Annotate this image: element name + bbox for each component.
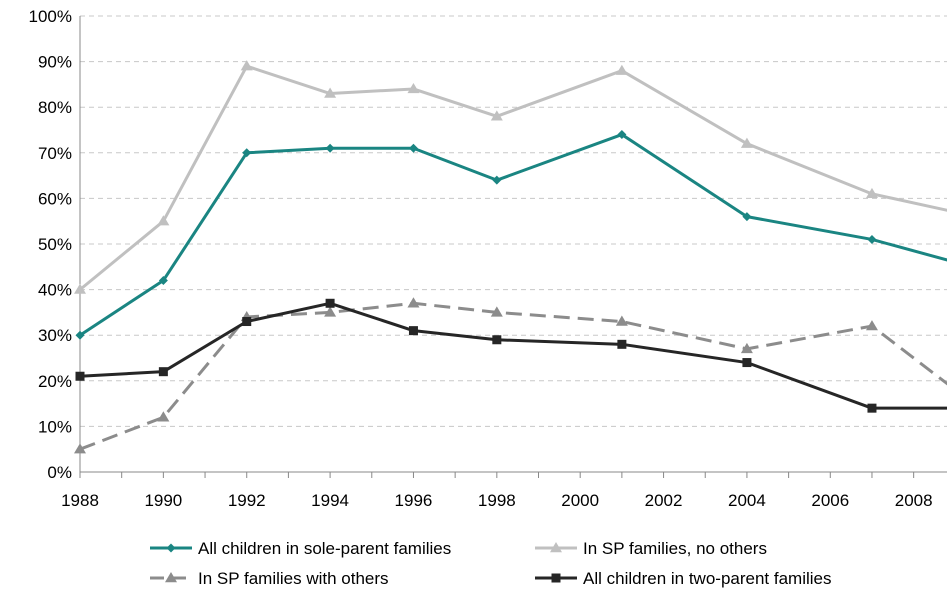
y-tick-label: 100% [29,7,72,26]
series-line [80,135,947,336]
gridlines [80,16,947,426]
x-tick-label: 2004 [728,491,766,510]
series-2 [74,60,947,294]
data-point-marker [867,404,876,413]
data-point-marker [492,176,501,185]
data-point-marker [616,316,628,326]
y-tick-label: 70% [38,144,72,163]
data-point-marker [867,235,876,244]
series-line [80,303,947,449]
series-line [80,303,947,408]
legend-label: All children in two-parent families [583,569,832,588]
x-tick-label: 1996 [395,491,433,510]
legend-entry: All children in two-parent families [535,569,832,588]
x-tick-label: 2008 [895,491,933,510]
data-point-marker [409,144,418,153]
data-point-marker [616,65,628,75]
data-point-marker [617,340,626,349]
data-point-marker [76,372,85,381]
legend: All children in sole-parent families In S… [150,539,832,588]
legend-marker [167,544,176,553]
y-tick-label: 0% [47,463,72,482]
data-point-marker [492,335,501,344]
x-tick-label: 1990 [144,491,182,510]
x-tick-label: 1994 [311,491,349,510]
y-tick-label: 80% [38,98,72,117]
y-tick-label: 30% [38,326,72,345]
legend-label: In SP families, no others [583,539,767,558]
series-1 [76,130,947,340]
y-tick-label: 50% [38,235,72,254]
legend-label: In SP families with others [198,569,389,588]
data-point-marker [326,299,335,308]
series-4 [76,299,947,413]
axes: 0% 10% 20% 30% 40% 50% 60% 70% 80% 90% 100% 1988 199… [29,7,947,510]
data-point-marker [157,215,169,225]
data-point-marker [409,326,418,335]
y-tick-label: 40% [38,281,72,300]
x-tick-label: 2002 [645,491,683,510]
x-tick-label: 2000 [561,491,599,510]
y-tick-label: 60% [38,189,72,208]
data-point-marker [742,358,751,367]
y-tick-label: 20% [38,372,72,391]
series-line [80,66,947,289]
data-point-marker [326,144,335,153]
legend-entry: In SP families with others [150,569,389,588]
series-3 [74,297,947,453]
plot-area [74,60,947,453]
x-tick-label: 2006 [811,491,849,510]
legend-label: All children in sole-parent families [198,539,451,558]
legend-marker [552,574,561,583]
x-tick-label: 1998 [478,491,516,510]
x-tick-label: 1992 [228,491,266,510]
data-point-marker [157,411,169,421]
y-tick-label: 90% [38,53,72,72]
legend-entry: In SP families, no others [535,539,767,558]
x-tick-label: 1988 [61,491,99,510]
y-tick-label: 10% [38,417,72,436]
data-point-marker [866,320,878,330]
data-point-marker [159,367,168,376]
data-point-marker [242,317,251,326]
legend-entry: All children in sole-parent families [150,539,451,558]
